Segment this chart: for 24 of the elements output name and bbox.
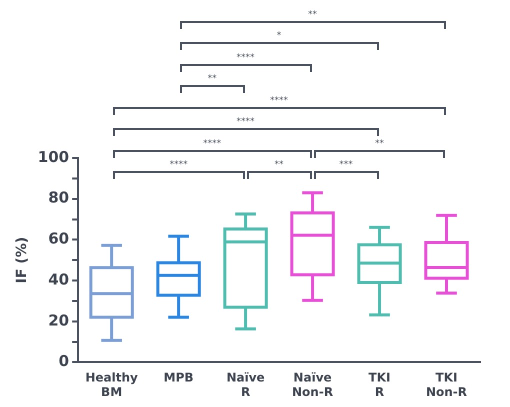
y-axis-title: IF (%) <box>14 236 30 284</box>
y-tick-label: 20 <box>48 311 70 330</box>
annotation: **** <box>168 160 189 170</box>
y-tick-label: 100 <box>38 148 70 166</box>
annotation: *** <box>338 160 354 170</box>
text: ** <box>206 74 218 84</box>
text: **** <box>269 96 290 106</box>
x-tick-label: Naïve R <box>226 370 265 399</box>
y-tick-label: 0 <box>58 352 70 370</box>
y-tick-label: 80 <box>48 188 70 207</box>
annotation: ** <box>274 160 285 170</box>
y-tick-label: 40 <box>48 270 70 288</box>
text: **** <box>236 52 256 62</box>
text: ** <box>307 10 318 20</box>
x-tick-label: TKI Non-R <box>426 370 468 399</box>
x-tick-label: MPB <box>164 370 194 385</box>
text: * <box>276 31 282 41</box>
x-tick-label: Naïve Non-R <box>292 370 334 399</box>
text: ** <box>374 138 385 148</box>
text: **** <box>236 117 256 127</box>
x-tick-label: TKI R <box>368 370 391 399</box>
text: **** <box>202 138 222 148</box>
x-tick-label: Healthy BM <box>85 370 138 399</box>
y-tick-label: 60 <box>48 230 70 248</box>
